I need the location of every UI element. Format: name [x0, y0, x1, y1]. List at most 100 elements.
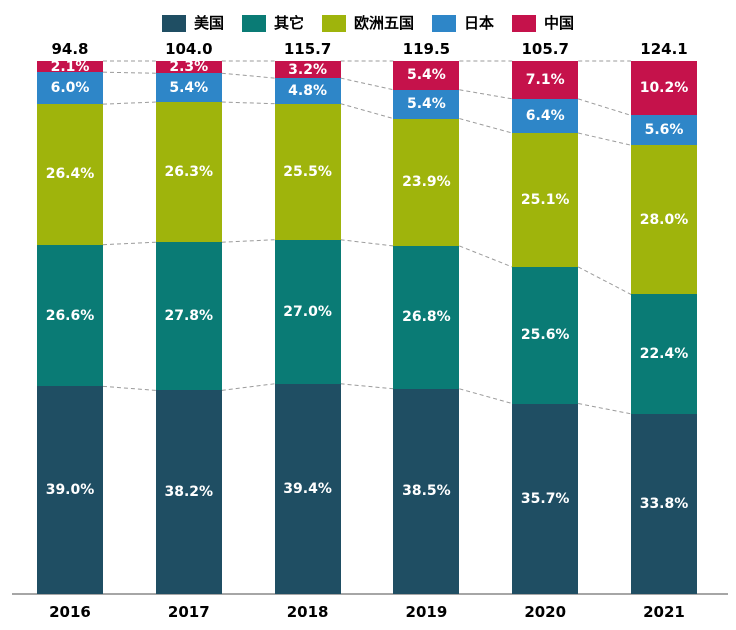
segment-value-label: 5.6% — [644, 122, 684, 139]
connector-line — [578, 132, 632, 146]
segment-china: 3.2% — [274, 61, 341, 79]
segment-value-label: 2.3% — [169, 59, 209, 76]
segment-value-label: 26.3% — [164, 164, 214, 181]
segment-china: 2.1% — [37, 60, 103, 74]
bar-2020: 35.7% 25.6% 25.1% 6.4% 7.1% — [512, 61, 579, 594]
connector-line — [459, 388, 513, 405]
legend: 美国 其它 欧洲五国 日本 中国 — [0, 13, 736, 33]
x-tick-label: 2017 — [167, 603, 210, 621]
connector-line — [340, 77, 394, 91]
segment-value-label: 33.8% — [639, 495, 689, 512]
segment-europe5: 26.4% — [37, 104, 103, 245]
legend-item-europe5: 欧洲五国 — [321, 13, 414, 33]
bar-2016: 39.0% 26.6% 26.4% 6.0% 2.1% — [37, 60, 103, 594]
segment-europe5: 25.1% — [512, 133, 579, 267]
connector-line — [340, 103, 394, 120]
segment-china: 10.2% — [631, 61, 697, 116]
segment-value-label: 26.4% — [45, 166, 95, 183]
segment-usa: 35.7% — [512, 403, 579, 594]
total-label: 94.8 — [51, 40, 89, 58]
connector-line — [102, 241, 156, 246]
connector-line — [102, 71, 156, 74]
legend-label-china: 中国 — [544, 14, 575, 32]
segment-japan: 6.0% — [37, 72, 103, 105]
connector-line — [459, 89, 513, 100]
segment-value-label: 22.4% — [639, 346, 689, 363]
segment-value-label: 28.0% — [639, 211, 689, 228]
connector-line — [459, 245, 513, 268]
legend-item-china: 中国 — [512, 13, 574, 33]
connector-line — [221, 239, 275, 243]
legend-swatch-china-icon — [512, 14, 537, 32]
segment-europe5: 26.3% — [155, 102, 222, 243]
connector-line — [221, 101, 275, 105]
segment-value-label: 10.2% — [639, 80, 689, 97]
segment-usa: 33.8% — [631, 413, 697, 594]
segment-value-label: 27.0% — [283, 303, 332, 320]
segment-china: 7.1% — [512, 61, 579, 99]
legend-label-europe5: 欧洲五国 — [353, 14, 414, 32]
legend-swatch-japan-icon — [432, 14, 456, 32]
x-tick-label: 2020 — [524, 603, 567, 621]
segment-other: 26.8% — [393, 245, 460, 389]
segment-value-label: 5.4% — [406, 96, 446, 113]
segment-value-label: 25.6% — [520, 327, 570, 344]
segment-japan: 4.8% — [274, 78, 341, 104]
legend-item-usa: 美国 — [161, 13, 224, 33]
legend-label-usa: 美国 — [193, 14, 224, 32]
segment-value-label: 26.8% — [402, 309, 451, 326]
x-tick-label: 2018 — [286, 603, 329, 621]
legend-label-japan: 日本 — [464, 14, 495, 32]
segment-value-label: 39.0% — [45, 482, 95, 499]
segment-value-label: 25.1% — [520, 192, 570, 208]
segment-other: 27.8% — [155, 242, 222, 391]
legend-label-other: 其它 — [273, 14, 304, 32]
x-tick-label: 2021 — [643, 603, 685, 621]
segment-value-label: 38.5% — [402, 483, 451, 500]
total-label: 119.5 — [402, 40, 451, 58]
segment-value-label: 7.1% — [525, 71, 565, 88]
segment-usa: 39.0% — [37, 386, 103, 594]
connector-line — [102, 385, 156, 391]
segment-japan: 6.4% — [512, 98, 579, 134]
segment-usa: 38.2% — [155, 390, 222, 594]
segment-value-label: 6.0% — [50, 80, 90, 97]
legend-swatch-europe5-icon — [321, 14, 346, 32]
segment-usa: 38.5% — [393, 388, 460, 594]
segment-usa: 39.4% — [274, 383, 341, 594]
x-axis-line — [12, 593, 728, 595]
segment-value-label: 4.8% — [288, 82, 327, 99]
segment-value-label: 3.2% — [288, 61, 327, 78]
connector-line — [102, 101, 156, 105]
segment-value-label: 27.8% — [164, 308, 214, 325]
connector-line — [578, 403, 632, 415]
segment-value-label: 39.4% — [283, 480, 332, 497]
connector-line — [340, 239, 394, 247]
bar-2021: 33.8% 22.4% 28.0% 5.6% 10.2% — [631, 61, 697, 594]
segment-value-label: 26.6% — [45, 307, 95, 324]
segment-value-label: 5.4% — [406, 67, 446, 84]
connector-line — [578, 98, 632, 116]
segment-value-label: 6.4% — [525, 107, 565, 124]
segment-china: 2.3% — [155, 59, 222, 76]
connector-line — [577, 266, 632, 295]
legend-item-japan: 日本 — [432, 13, 494, 33]
segment-other: 22.4% — [631, 294, 697, 414]
legend-swatch-other-icon — [241, 14, 266, 32]
legend-item-other: 其它 — [241, 13, 304, 33]
segment-value-label: 38.2% — [164, 484, 214, 501]
segment-japan: 5.6% — [631, 115, 697, 146]
segment-value-label: 35.7% — [520, 490, 570, 507]
segment-europe5: 23.9% — [393, 118, 460, 246]
segment-other: 25.6% — [512, 266, 579, 404]
legend-swatch-usa-icon — [161, 14, 186, 32]
connector-line — [221, 383, 275, 391]
bar-2018: 39.4% 27.0% 25.5% 4.8% 3.2% — [274, 61, 341, 594]
total-label: 104.0 — [165, 40, 213, 58]
connector-line — [221, 72, 275, 79]
x-tick-label: 2019 — [405, 603, 448, 621]
bar-2017: 38.2% 27.8% 26.3% 5.4% 2.3% — [155, 59, 222, 594]
segment-europe5: 28.0% — [631, 145, 697, 295]
